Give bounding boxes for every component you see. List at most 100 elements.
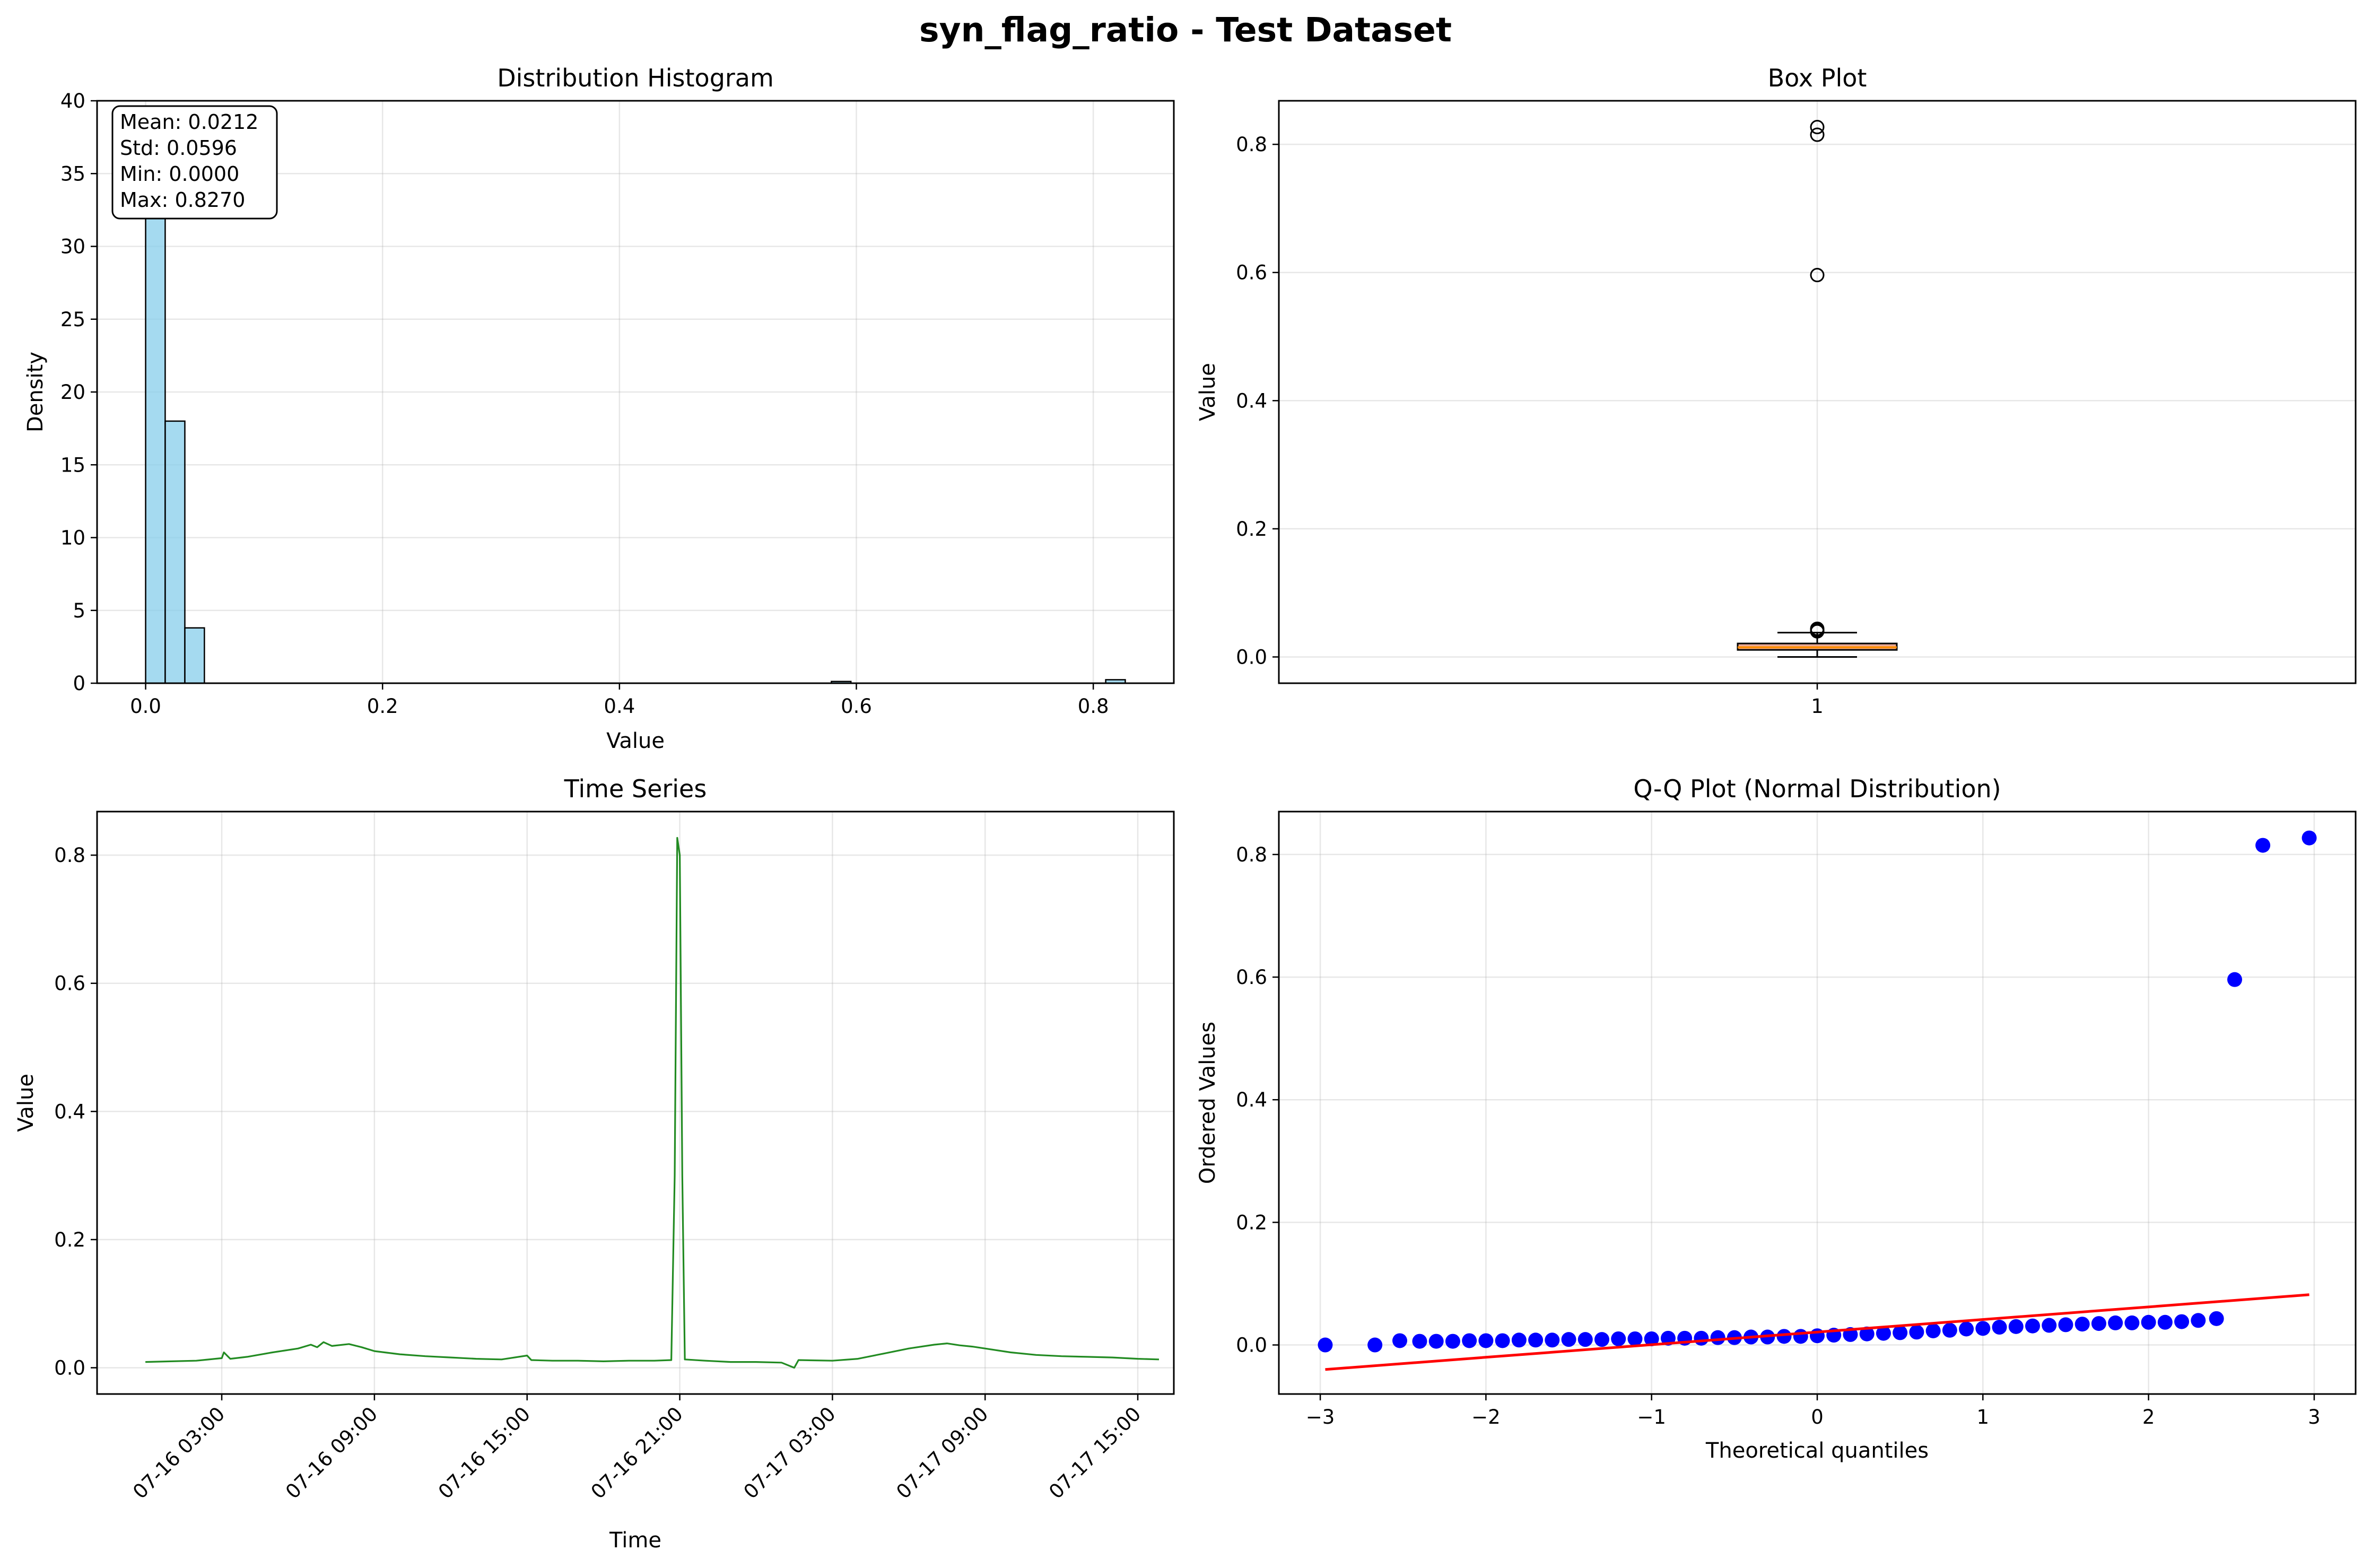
qqplot-x-tick-label: −1 xyxy=(1637,1406,1666,1428)
qqplot-x-tick-label: 2 xyxy=(2142,1406,2155,1428)
qqplot-point xyxy=(1495,1333,1510,1348)
qqplot-title: Q-Q Plot (Normal Distribution) xyxy=(1633,774,2001,803)
qqplot-point xyxy=(1992,1320,2007,1335)
qqplot-point xyxy=(1462,1333,1477,1348)
qqplot-x-tick-label: 3 xyxy=(2308,1406,2321,1428)
histogram-y-tick-label: 20 xyxy=(60,381,85,404)
qqplot-y-tick-label: 0.4 xyxy=(1236,1088,1267,1111)
qqplot-point xyxy=(1511,1332,1527,1348)
histogram-panel: Distribution Histogram 0 5 10 15 20 25 30 35 40 0… xyxy=(23,64,1175,753)
timeseries-x-tick-label: 07-16 03:00 xyxy=(128,1403,229,1503)
boxplot-y-tick-label: 0.0 xyxy=(1236,646,1267,668)
timeseries-line xyxy=(145,837,1160,1369)
qqplot-point xyxy=(1528,1332,1544,1348)
timeseries-x-tick-label: 07-16 09:00 xyxy=(281,1403,382,1503)
boxplot-y-tick-label: 0.2 xyxy=(1236,518,1267,541)
qqplot-y-tick-label: 0.6 xyxy=(1236,966,1267,989)
qqplot-x-tick-label: −2 xyxy=(1471,1406,1501,1428)
boxplot-title: Box Plot xyxy=(1768,64,1867,92)
timeseries-y-tick-label: 0.0 xyxy=(54,1356,85,1379)
qqplot-point xyxy=(1627,1331,1643,1346)
qqplot-point xyxy=(1859,1326,1875,1341)
histogram-y-tick-label: 5 xyxy=(73,599,85,622)
qqplot-point xyxy=(2302,830,2317,846)
boxplot-outlier xyxy=(1810,268,1825,283)
qqplot-point xyxy=(2141,1314,2156,1330)
stat-std: Std: 0.0596 xyxy=(120,136,237,160)
histogram-y-tick-label: 30 xyxy=(60,236,85,258)
qqplot-point xyxy=(2025,1318,2040,1334)
timeseries-y-tick-label: 0.8 xyxy=(54,844,85,867)
timeseries-x-tick-label: 07-16 21:00 xyxy=(587,1403,687,1503)
qqplot-panel: Q-Q Plot (Normal Distribution) 0.0 0.2 0.4… xyxy=(1196,774,2357,1463)
qqplot-point xyxy=(2091,1316,2106,1331)
histogram-y-tick-label: 0 xyxy=(73,672,85,695)
qqplot-point xyxy=(1942,1322,1957,1338)
qqplot-x-tick-label: 0 xyxy=(1811,1406,1824,1428)
timeseries-x-label: Time xyxy=(609,1528,661,1553)
qqplot-point xyxy=(1577,1332,1593,1347)
boxplot-outlier xyxy=(1810,120,1825,135)
qqplot-point xyxy=(1893,1325,1908,1340)
qqplot-point xyxy=(1445,1334,1460,1349)
qqplot-point xyxy=(2227,972,2243,987)
timeseries-y-tick-label: 0.4 xyxy=(54,1100,85,1123)
qqplot-y-label: Ordered Values xyxy=(1196,1022,1220,1184)
qqplot-y-tick-label: 0.0 xyxy=(1236,1334,1267,1357)
qqplot-point xyxy=(1392,1333,1407,1348)
qqplot-point xyxy=(1561,1332,1576,1347)
histogram-y-tick-label: 35 xyxy=(60,162,85,185)
qqplot-x-tick-label: −3 xyxy=(1306,1406,1335,1428)
boxplot-outlier xyxy=(1810,127,1825,142)
qqplot-x-tick-label: 1 xyxy=(1977,1406,1990,1428)
qqplot-point xyxy=(1545,1332,1560,1348)
qqplot-point xyxy=(1428,1334,1444,1349)
qqplot-point xyxy=(1776,1329,1792,1344)
timeseries-x-tick-label: 07-17 03:00 xyxy=(739,1403,840,1503)
qqplot-point xyxy=(2174,1314,2190,1329)
histogram-y-tick-label: 25 xyxy=(60,308,85,331)
qqplot-point xyxy=(1611,1331,1626,1346)
qqplot-point xyxy=(1925,1323,1941,1338)
qqplot-point xyxy=(1594,1332,1609,1347)
boxplot-panel: Box Plot 0.0 0.2 0.4 0.6 0.8 1 Value xyxy=(1196,64,2357,718)
qqplot-point xyxy=(1710,1330,1725,1345)
stat-mean: Mean: 0.0212 xyxy=(120,110,258,134)
stat-max: Max: 0.8270 xyxy=(120,188,245,212)
qqplot-point xyxy=(1318,1337,1333,1353)
histogram-x-tick-label: 0.2 xyxy=(367,695,398,718)
stat-min: Min: 0.0000 xyxy=(120,162,239,186)
histogram-x-tick-label: 0.4 xyxy=(604,695,635,718)
qqplot-point xyxy=(2157,1314,2173,1330)
qqplot-point xyxy=(1478,1333,1494,1348)
qqplot-point xyxy=(1412,1334,1427,1349)
qqplot-y-tick-label: 0.8 xyxy=(1236,843,1267,866)
boxplot-y-tick-label: 0.4 xyxy=(1236,389,1267,412)
qqplot-point xyxy=(1975,1321,1991,1336)
histogram-y-tick-label: 40 xyxy=(60,90,85,112)
histogram-x-label: Value xyxy=(606,729,665,753)
boxplot-y-tick-label: 0.6 xyxy=(1236,262,1267,284)
histogram-stats-box: Mean: 0.0212 Std: 0.0596 Min: 0.0000 Max… xyxy=(111,105,278,220)
timeseries-x-tick-label: 07-17 15:00 xyxy=(1044,1403,1145,1503)
qqplot-fit-line xyxy=(1325,1293,2309,1371)
boxplot-outlier xyxy=(1810,621,1825,636)
histogram-x-tick-label: 0.0 xyxy=(130,695,161,718)
qqplot-point xyxy=(2108,1315,2123,1330)
histogram-y-tick-label: 15 xyxy=(60,454,85,476)
qqplot-point xyxy=(2008,1319,2024,1334)
qqplot-point xyxy=(2255,838,2271,853)
histogram-bar xyxy=(164,420,186,684)
qqplot-point xyxy=(1367,1337,1383,1353)
timeseries-panel: Time Series 0.0 0.2 0.4 0.6 0.8 07-16 03:00 07… xyxy=(14,774,1175,1553)
histogram-bar xyxy=(184,627,205,684)
timeseries-x-tick-label: 07-16 15:00 xyxy=(434,1403,535,1503)
qqplot-point xyxy=(1793,1329,1808,1344)
timeseries-y-tick-label: 0.6 xyxy=(54,972,85,995)
qqplot-point xyxy=(2191,1313,2206,1328)
qqplot-point xyxy=(1959,1321,1974,1337)
histogram-y-label: Density xyxy=(23,352,48,432)
qqplot-point xyxy=(1694,1330,1709,1346)
boxplot-y-label: Value xyxy=(1196,363,1220,421)
